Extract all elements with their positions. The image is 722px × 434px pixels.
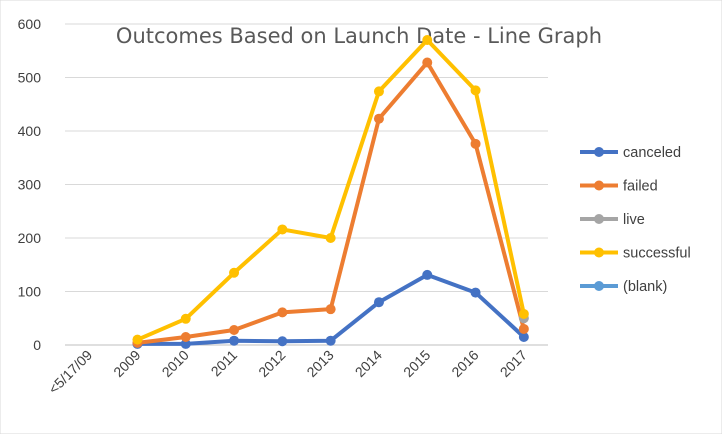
series-successful <box>132 35 529 345</box>
legend-marker <box>594 281 604 291</box>
legend-label: successful <box>623 246 691 262</box>
data-point-successful <box>470 85 481 96</box>
data-point-successful <box>229 267 240 278</box>
y-tick-label: 200 <box>18 230 42 246</box>
y-tick-label: 0 <box>33 337 41 353</box>
data-point-successful <box>180 313 191 324</box>
y-tick-label: 500 <box>18 70 42 86</box>
legend-item-canceled: canceled <box>580 145 681 161</box>
legend-item-successful: successful <box>580 246 691 262</box>
data-point-failed <box>373 113 384 124</box>
data-point-canceled <box>180 338 191 349</box>
data-point-failed <box>422 57 433 68</box>
data-point-canceled <box>422 269 433 280</box>
data-point-successful <box>325 233 336 243</box>
data-point-canceled <box>325 335 336 346</box>
y-axis-ticks: 0 100 200 300 400 500 600 <box>18 16 42 353</box>
legend-item-blank: (blank) <box>580 279 667 295</box>
data-point-successful <box>373 86 384 97</box>
data-point-successful <box>518 308 529 319</box>
data-point-canceled <box>277 336 288 347</box>
data-point-canceled <box>229 335 240 346</box>
legend-item-live: live <box>580 212 645 228</box>
y-tick-label: 100 <box>18 284 42 300</box>
legend-marker <box>594 247 604 258</box>
legend-label: (blank) <box>623 279 667 295</box>
data-point-canceled <box>470 287 481 298</box>
data-point-canceled <box>518 331 529 342</box>
chart-title: Outcomes Based on Launch Date - Line Gra… <box>116 24 602 48</box>
data-point-failed <box>470 138 481 149</box>
legend-label: canceled <box>623 145 681 161</box>
series-lines <box>132 35 529 349</box>
legend-marker <box>594 180 604 191</box>
data-point-successful <box>132 334 143 345</box>
y-tick-label: 600 <box>18 16 42 32</box>
series-canceled <box>132 269 529 349</box>
data-point-failed <box>277 307 288 318</box>
data-point-canceled <box>373 297 384 308</box>
data-point-failed <box>229 325 240 336</box>
data-point-failed <box>518 323 529 334</box>
data-point-failed <box>180 331 191 342</box>
y-tick-label: 400 <box>18 123 42 139</box>
legend-label: failed <box>623 179 658 195</box>
legend-item-failed: failed <box>580 179 658 195</box>
data-point-successful <box>422 35 433 46</box>
legend-label: live <box>623 212 645 228</box>
y-tick-label: 300 <box>18 177 42 193</box>
legend-marker <box>594 147 604 157</box>
legend: canceled failed live successful (blank) <box>580 145 691 295</box>
data-point-failed <box>325 304 336 315</box>
data-point-successful <box>277 224 288 235</box>
legend-marker <box>594 214 604 224</box>
